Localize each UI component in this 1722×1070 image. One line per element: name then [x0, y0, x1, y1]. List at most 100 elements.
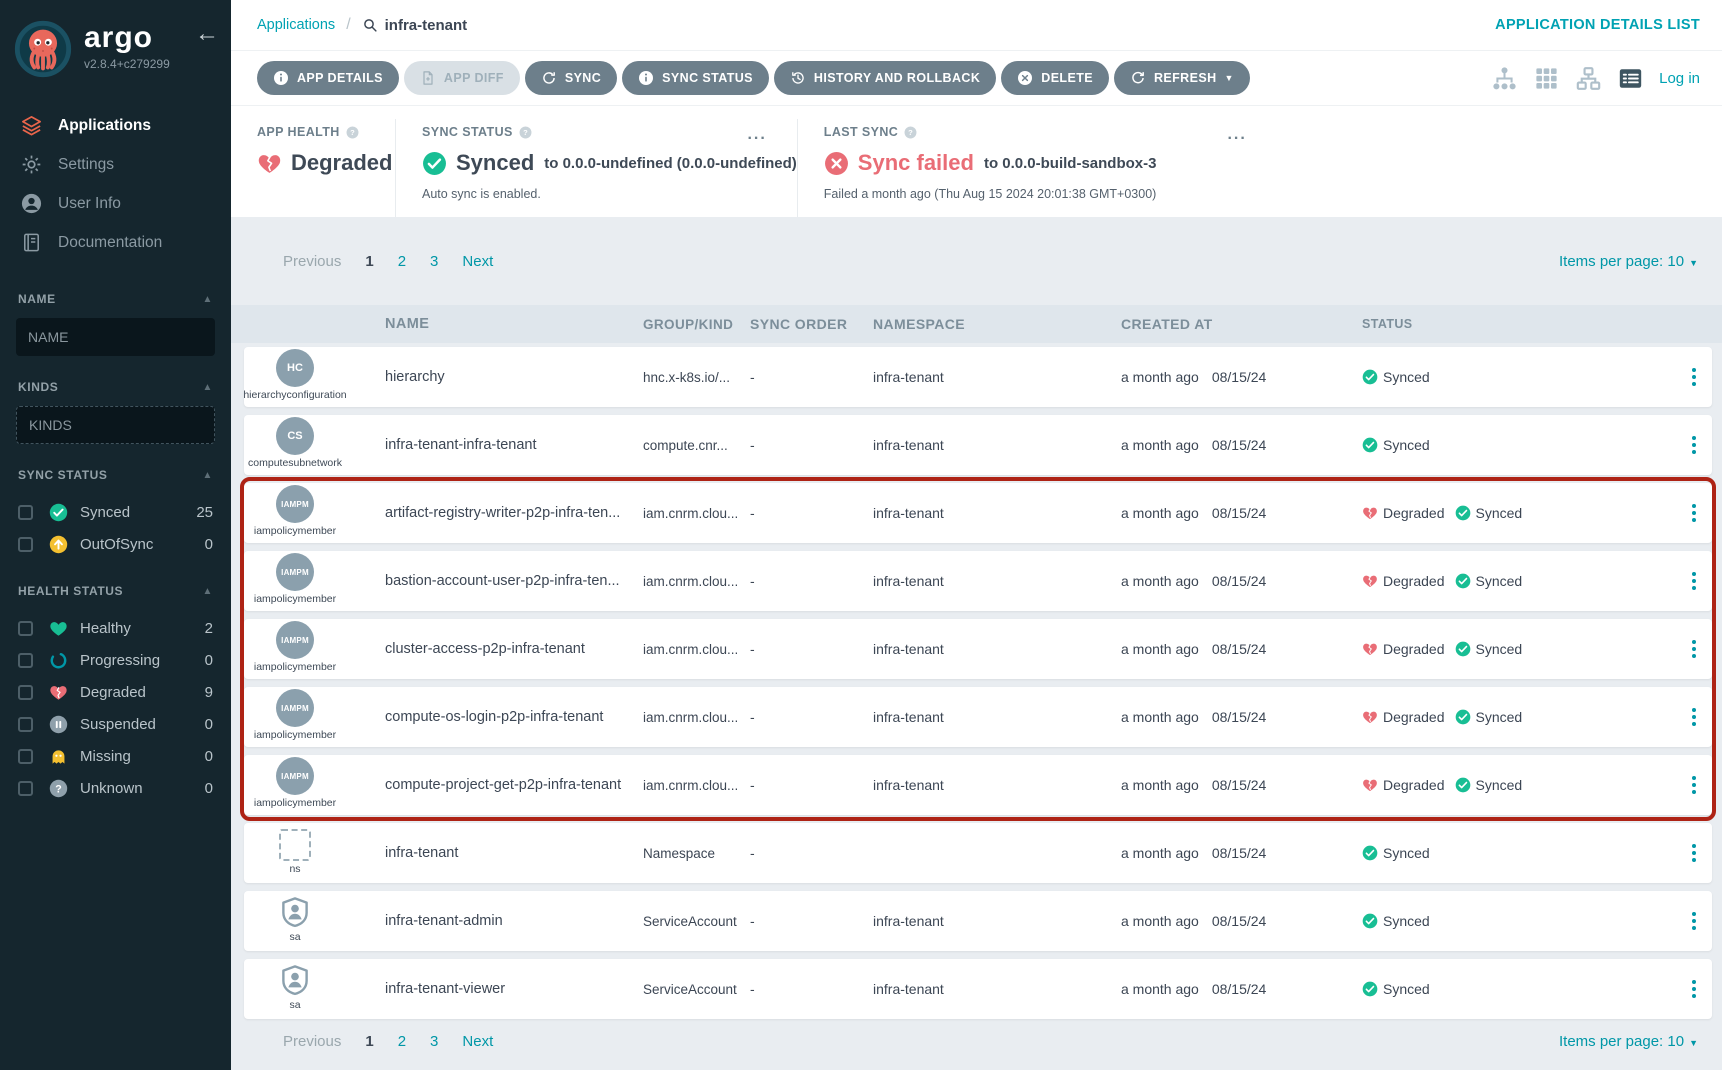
group-kind-cell: iam.cnrm.clou...: [643, 709, 739, 725]
app-details-button[interactable]: APP DETAILS: [257, 61, 399, 95]
filter-item-label: OutOfSync: [80, 535, 154, 553]
items-per-page-selector[interactable]: Items per page: 10 ▼: [1559, 253, 1698, 270]
refresh-button[interactable]: REFRESH ▼: [1113, 61, 1250, 95]
checkbox[interactable]: [18, 684, 33, 700]
filter-header-kinds[interactable]: KINDS ▲: [0, 380, 231, 394]
pagination-page-3[interactable]: 3: [430, 1032, 439, 1050]
collapse-sidebar-arrow-icon[interactable]: ←: [195, 20, 219, 47]
ellipsis-menu-icon[interactable]: ...: [747, 126, 767, 143]
table-row[interactable]: IAMPM iampolicymember compute-os-login-p2p…: [244, 687, 1712, 747]
name-filter-input[interactable]: [16, 318, 215, 356]
breadcrumb: Applications / infra-tenant: [257, 16, 467, 34]
table-row[interactable]: sa infra-tenant-admin ServiceAccount - infra…: [244, 891, 1712, 951]
pagination-page-2[interactable]: 2: [397, 252, 407, 270]
table-row[interactable]: IAMPM iampolicymember bastion-account-user…: [244, 551, 1712, 611]
gear-icon: [20, 153, 43, 176]
resource-kind-cell: CS computesubnetwork: [244, 417, 385, 469]
breadcrumb-applications-link[interactable]: Applications: [257, 17, 336, 33]
namespace-cell: infra-tenant: [873, 505, 944, 521]
table-row[interactable]: sa infra-tenant-viewer ServiceAccount - infr…: [244, 959, 1712, 1019]
sidebar-item-documentation[interactable]: Documentation: [0, 223, 231, 262]
table-row[interactable]: IAMPM iampolicymember artifact-registry-wr…: [244, 483, 1712, 543]
filter-header-sync[interactable]: SYNC STATUS ▲: [0, 468, 231, 482]
filter-item-healthy[interactable]: Healthy 2: [0, 612, 231, 644]
kebab-menu-icon[interactable]: [1688, 363, 1700, 392]
checkbox[interactable]: [18, 504, 33, 520]
log-in-link[interactable]: Log in: [1659, 69, 1700, 87]
kebab-menu-icon[interactable]: [1688, 703, 1700, 732]
svg-text:?: ?: [55, 783, 62, 795]
table-row[interactable]: ns infra-tenant Namespace - a month ago 08/15…: [244, 823, 1712, 883]
created-relative: a month ago: [1121, 913, 1199, 929]
created-relative: a month ago: [1121, 981, 1199, 997]
filter-header-name[interactable]: NAME ▲: [0, 292, 231, 306]
filter-header-health[interactable]: HEALTH STATUS ▲: [0, 584, 231, 598]
checkbox[interactable]: [18, 652, 33, 668]
checkbox[interactable]: [18, 536, 33, 552]
table-row[interactable]: CS computesubnetwork infra-tenant-infra-te…: [244, 415, 1712, 475]
table-row[interactable]: HC hierarchyconfiguration hierarchy hnc.x-k…: [243, 347, 1712, 407]
view-mode-switcher: [1476, 65, 1644, 92]
collapse-triangle-icon[interactable]: ▲: [202, 585, 213, 597]
history-and-rollback-button[interactable]: HISTORY AND ROLLBACK: [773, 61, 997, 95]
grid-view-icon[interactable]: [1533, 65, 1560, 92]
table-row[interactable]: IAMPM iampolicymember cluster-access-p2p-i…: [244, 619, 1712, 679]
checkbox[interactable]: [18, 620, 33, 636]
shield-user-icon: [278, 963, 312, 997]
collapse-triangle-icon[interactable]: ▲: [202, 293, 213, 305]
refresh-icon: [1130, 70, 1146, 86]
sidebar-item-applications[interactable]: Applications: [0, 106, 231, 145]
created-relative: a month ago: [1121, 573, 1199, 589]
checkbox[interactable]: [18, 748, 33, 764]
pagination-next[interactable]: Next: [462, 252, 494, 270]
filter-label: SYNC STATUS: [18, 468, 108, 482]
application-details-list-link[interactable]: APPLICATION DETAILS LIST: [1495, 17, 1700, 33]
pagination-next[interactable]: Next: [462, 1032, 494, 1050]
resource-name-cell: compute-os-login-p2p-infra-tenant: [385, 709, 604, 725]
network-view-icon[interactable]: [1575, 65, 1602, 92]
checkbox[interactable]: [18, 780, 33, 796]
table-row[interactable]: IAMPM iampolicymember compute-project-get-…: [244, 755, 1712, 815]
filter-item-outofsync[interactable]: OutOfSync 0: [0, 528, 231, 560]
items-per-page-label: Items per page: 10: [1559, 252, 1685, 270]
pagination-page-1[interactable]: 1: [365, 1032, 374, 1050]
sidebar-item-user-info[interactable]: User Info: [0, 184, 231, 223]
filter-item-unknown[interactable]: ? Unknown 0: [0, 772, 231, 804]
pagination-bottom-row: Previous 1 2 3 Next Items per page: 10 ▼: [231, 1019, 1722, 1063]
pagination-page-2[interactable]: 2: [397, 1032, 407, 1050]
filter-item-suspended[interactable]: Suspended 0: [0, 708, 231, 740]
sidebar-item-settings[interactable]: Settings: [0, 145, 231, 184]
kebab-menu-icon[interactable]: [1688, 567, 1700, 596]
pagination-previous[interactable]: Previous: [283, 1032, 342, 1050]
delete-button[interactable]: DELETE: [1001, 61, 1109, 95]
sync-button[interactable]: SYNC: [524, 61, 618, 95]
items-per-page-selector[interactable]: Items per page: 10 ▼: [1559, 1033, 1698, 1050]
kind-abbrev-badge: HC: [276, 349, 314, 387]
kebab-menu-icon[interactable]: [1688, 431, 1700, 460]
filter-item-progressing[interactable]: Progressing 0: [0, 644, 231, 676]
ellipsis-menu-icon[interactable]: ...: [1227, 126, 1247, 143]
filter-item-synced[interactable]: Synced 25: [0, 496, 231, 528]
sync-status-button[interactable]: SYNC STATUS: [622, 61, 769, 95]
pagination-page-3[interactable]: 3: [430, 252, 439, 270]
filter-item-missing[interactable]: Missing 0: [0, 740, 231, 772]
collapse-triangle-icon[interactable]: ▲: [202, 469, 213, 481]
status-chip-synced: Synced: [1362, 981, 1430, 997]
kebab-menu-icon[interactable]: [1688, 975, 1700, 1004]
kebab-menu-icon[interactable]: [1688, 907, 1700, 936]
kinds-filter-input[interactable]: [16, 406, 215, 444]
pagination-previous[interactable]: Previous: [283, 252, 342, 270]
filter-items-sync: Synced 25 OutOfSync 0: [0, 496, 231, 560]
kebab-menu-icon[interactable]: [1688, 635, 1700, 664]
filter-item-degraded[interactable]: Degraded 9: [0, 676, 231, 708]
collapse-triangle-icon[interactable]: ▲: [202, 381, 213, 393]
kebab-menu-icon[interactable]: [1688, 771, 1700, 800]
checkbox[interactable]: [18, 716, 33, 732]
kebab-menu-icon[interactable]: [1688, 499, 1700, 528]
list-view-icon[interactable]: [1617, 65, 1644, 92]
sync-order-cell: -: [750, 505, 755, 521]
filter-item-label: Progressing: [80, 651, 161, 669]
tree-view-icon[interactable]: [1491, 65, 1518, 92]
pagination-page-1[interactable]: 1: [365, 252, 374, 270]
kebab-menu-icon[interactable]: [1688, 839, 1700, 868]
